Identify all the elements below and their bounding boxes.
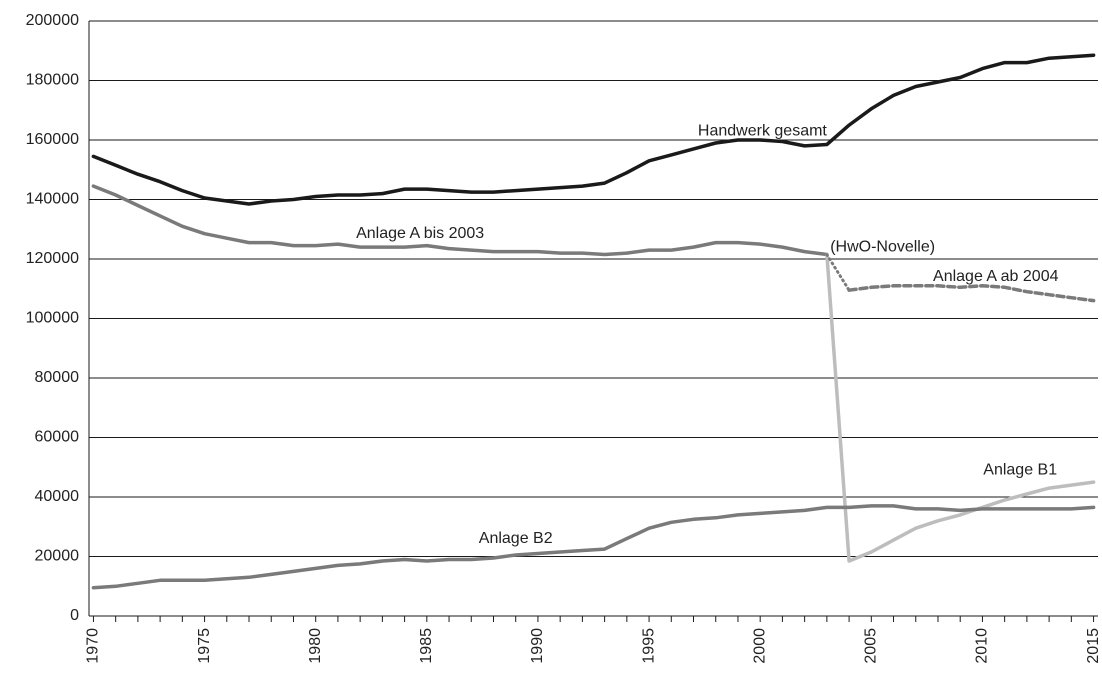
series-annotation: Anlage B2 bbox=[479, 530, 553, 547]
connector-line bbox=[825, 253, 851, 292]
series-line-anlage-b1 bbox=[825, 252, 1096, 563]
series-annotation: Anlage A ab 2004 bbox=[933, 268, 1059, 285]
y-tick-label: 140000 bbox=[26, 191, 79, 208]
series-lines bbox=[91, 53, 1096, 590]
x-tick-label: 1985 bbox=[418, 628, 435, 664]
axes: 0 20000 40000 60000 80000 100000 120000 140000 1… bbox=[26, 12, 1102, 663]
series-line-anlage-b2 bbox=[91, 504, 1096, 590]
y-tick-label: 160000 bbox=[26, 131, 79, 148]
x-tick-label: 2010 bbox=[974, 628, 991, 664]
series-labels: Handwerk gesamt Anlage A bis 2003 (HwO-Nov… bbox=[356, 122, 1059, 547]
x-tick-label: 1980 bbox=[307, 628, 324, 664]
y-tick-label: 60000 bbox=[35, 429, 80, 446]
series-line-anlage-a-bis-2003 bbox=[91, 184, 829, 257]
series-annotation: (HwO-Novelle) bbox=[830, 238, 935, 255]
y-tick-label: 100000 bbox=[26, 310, 79, 327]
y-tick-label: 120000 bbox=[26, 250, 79, 267]
y-tick-label: 20000 bbox=[35, 548, 80, 565]
x-tick-label: 1975 bbox=[196, 628, 213, 664]
y-tick-label: 0 bbox=[70, 607, 79, 624]
x-tick-label: 2015 bbox=[1085, 628, 1102, 664]
series-annotation: Anlage A bis 2003 bbox=[356, 225, 484, 242]
x-tick-label: 1970 bbox=[85, 628, 102, 664]
y-tick-label: 40000 bbox=[35, 488, 80, 505]
series-annotation: Handwerk gesamt bbox=[698, 122, 828, 139]
series-line-anlage-a-ab-2004 bbox=[847, 284, 1096, 303]
series-line-handwerk-gesamt bbox=[91, 53, 1096, 206]
gridlines bbox=[89, 20, 1098, 617]
x-tick-label: 1995 bbox=[640, 628, 657, 664]
x-tick-label: 2000 bbox=[751, 628, 768, 664]
series-annotation: Anlage B1 bbox=[983, 461, 1057, 478]
y-tick-label: 180000 bbox=[26, 72, 79, 89]
y-tick-label: 80000 bbox=[35, 369, 80, 386]
y-tick-label: 200000 bbox=[26, 12, 79, 29]
x-tick-label: 2005 bbox=[863, 628, 880, 664]
x-tick-label: 1990 bbox=[529, 628, 546, 664]
